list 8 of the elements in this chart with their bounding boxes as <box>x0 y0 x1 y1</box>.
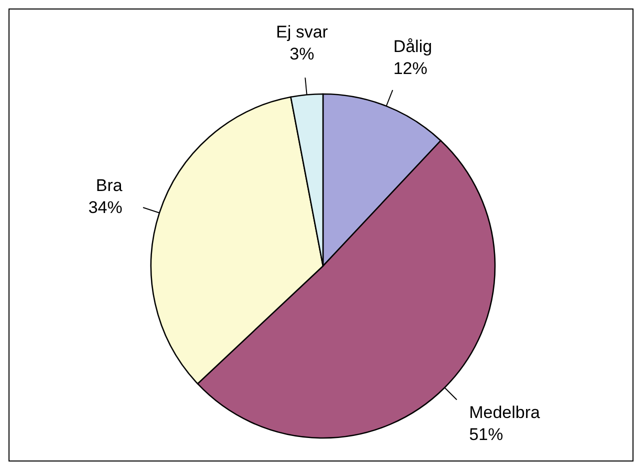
slice-label: Dålig <box>393 37 432 56</box>
slice-label: Bra <box>96 176 123 195</box>
slice-label: Medelbra <box>469 403 541 422</box>
data-label: 3% <box>290 44 314 64</box>
slice-label: Ej svar <box>276 22 328 42</box>
data-label: 12% <box>393 59 428 78</box>
data-label: 34% <box>88 198 122 217</box>
data-label: 51% <box>469 425 504 444</box>
